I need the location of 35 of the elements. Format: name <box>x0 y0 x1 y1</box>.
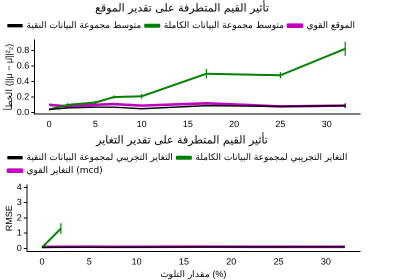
legend-label: التغاير التجريبي لمجموعة البيانات الكاملة <box>195 153 348 164</box>
chart-title: تأثير القيم المتطرفة على تقدير الموقع <box>95 0 269 14</box>
legend-label: التغاير التجريبي لمجموعة البيانات النقية <box>26 153 173 164</box>
y-tick-label: 0.4 <box>16 76 30 86</box>
x-tick-label: 10 <box>136 119 147 130</box>
y-tick-label: 4 <box>16 182 22 192</box>
y-tick-label: 0.2 <box>16 92 30 102</box>
x-tick-label: 15 <box>178 256 189 266</box>
x-tick-label: 5 <box>92 119 98 130</box>
x-tick-label: 25 <box>275 119 286 130</box>
y-axis-title: الخطأ (||μ − μ̂||²₂) <box>2 44 14 111</box>
x-tick-label: 0 <box>46 119 52 130</box>
x-tick-label: 20 <box>226 256 236 266</box>
y-tick-label: 0 <box>16 242 22 253</box>
y-tick-label: 2 <box>16 212 22 222</box>
y-tick-label: 1 <box>16 228 22 238</box>
y-axis-title: RMSE <box>4 205 14 232</box>
x-tick-label: 30 <box>322 119 332 130</box>
x-tick-label: 15 <box>182 119 193 130</box>
y-tick-label: 3 <box>16 197 22 208</box>
y-tick-label: 0.8 <box>16 44 30 55</box>
legend-label: متوسط مجموعة البيانات النقية <box>26 21 142 32</box>
x-tick-label: 10 <box>132 256 142 266</box>
x-tick-label: 0 <box>39 256 44 266</box>
x-axis-title: مقدار التلوث (%) <box>160 269 226 280</box>
x-tick-label: 5 <box>86 256 92 266</box>
legend-label: متوسط مجموعة البيانات الكاملة <box>164 21 284 32</box>
legend-label: الموقع القوي <box>306 21 356 32</box>
chart-title: تأثير القيم المتطرفة على تقدير التغاير <box>95 131 268 146</box>
x-tick-label: 30 <box>320 256 331 266</box>
y-tick-label: 0.0 <box>16 107 30 118</box>
legend-label: التغاير القوي (mcd) <box>26 166 103 176</box>
x-tick-label: 25 <box>274 256 284 266</box>
y-tick-label: 0.6 <box>16 60 30 70</box>
x-tick-label: 20 <box>229 119 240 130</box>
